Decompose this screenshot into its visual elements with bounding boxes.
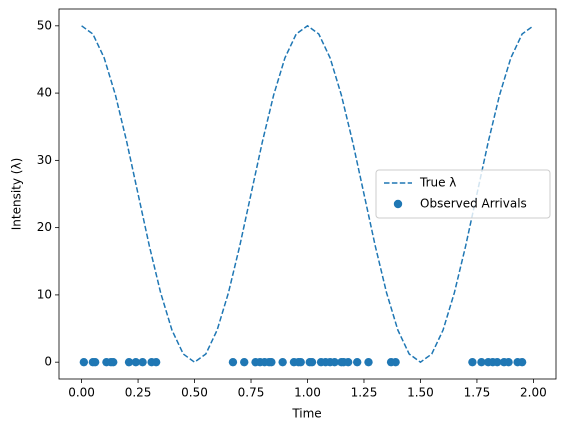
legend-box bbox=[375, 169, 551, 219]
scatter-point bbox=[124, 357, 134, 367]
scatter-point bbox=[267, 357, 276, 367]
scatter-point bbox=[79, 357, 89, 367]
scatter-point bbox=[391, 357, 400, 367]
y-tick-label: 50 bbox=[37, 18, 52, 32]
scatter-point bbox=[228, 357, 238, 367]
scatter-point bbox=[278, 357, 287, 367]
scatter-point bbox=[138, 357, 147, 367]
x-axis-label: Time bbox=[291, 407, 321, 421]
x-tick-label: 1.00 bbox=[294, 386, 321, 400]
scatter-point bbox=[364, 357, 373, 367]
x-tick-label: 0.75 bbox=[238, 386, 265, 400]
legend-swatch bbox=[393, 199, 403, 209]
y-tick-label: 30 bbox=[37, 153, 52, 167]
y-tick-label: 40 bbox=[37, 86, 52, 100]
x-tick-label: 1.25 bbox=[351, 386, 378, 400]
x-tick-label: 0.00 bbox=[68, 386, 95, 400]
axes-frame bbox=[58, 8, 557, 380]
scatter-point bbox=[343, 357, 353, 367]
scatter-point bbox=[131, 357, 141, 367]
scatter-point bbox=[468, 357, 477, 367]
legend-label: Observed Arrivals bbox=[420, 197, 527, 211]
line-series bbox=[81, 24, 534, 364]
y-tick-label: 20 bbox=[37, 220, 52, 234]
scatter-point bbox=[296, 357, 305, 367]
y-tick-label: 0 bbox=[44, 355, 52, 369]
x-tick-label: 2.00 bbox=[520, 386, 547, 400]
scatter-point bbox=[493, 357, 502, 367]
scatter-point bbox=[307, 357, 317, 367]
scatter-point bbox=[477, 357, 486, 367]
legend-label: True λ bbox=[419, 176, 456, 190]
y-axis-label: Intensity (λ) bbox=[10, 158, 24, 231]
x-tick-label: 1.50 bbox=[407, 386, 434, 400]
x-tick-label: 1.75 bbox=[464, 386, 491, 400]
scatter-point bbox=[151, 357, 161, 367]
scatter-point bbox=[240, 357, 249, 367]
scatter-point bbox=[517, 357, 527, 367]
scatter-point bbox=[109, 357, 118, 367]
scatter-point bbox=[504, 357, 513, 367]
scatter-point bbox=[90, 357, 100, 367]
x-tick-label: 0.50 bbox=[181, 386, 208, 400]
scatter-point bbox=[330, 357, 339, 367]
y-tick-label: 10 bbox=[37, 287, 52, 301]
scatter-point bbox=[353, 357, 362, 367]
x-tick-label: 0.25 bbox=[125, 386, 152, 400]
